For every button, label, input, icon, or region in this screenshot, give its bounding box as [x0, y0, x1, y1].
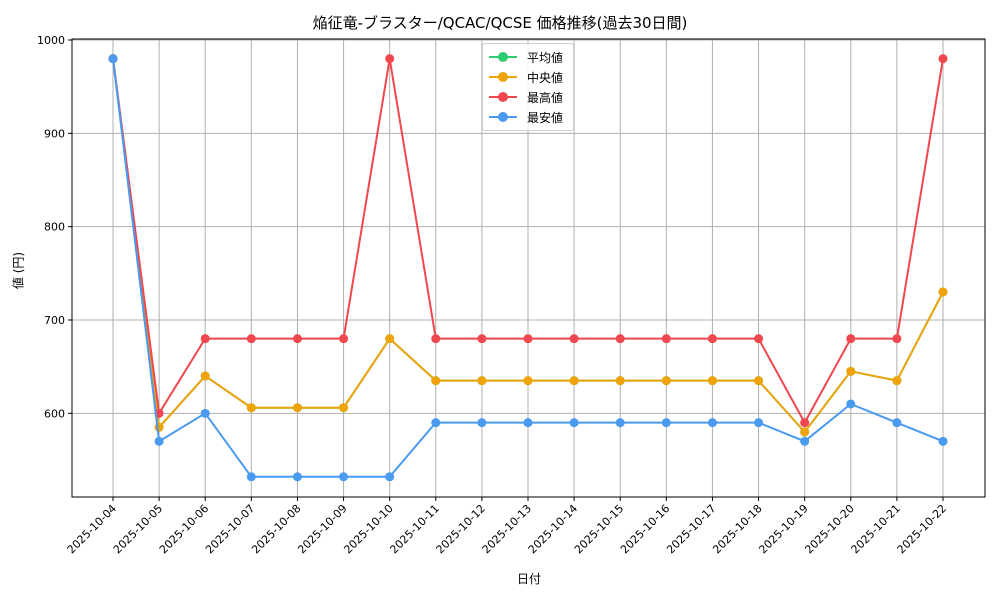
y-tick-label: 900 [44, 127, 65, 140]
legend: 平均値中央値最高値最安値 [482, 43, 574, 131]
legend-item: 最安値 [483, 107, 573, 127]
data-point [938, 436, 948, 446]
x-axis-label: 日付 [516, 572, 541, 586]
data-point [477, 334, 487, 344]
legend-label: 中央値 [527, 70, 564, 85]
data-point [292, 403, 302, 413]
data-point [707, 376, 717, 386]
data-point [707, 418, 717, 428]
data-point [615, 376, 625, 386]
legend-label: 最高値 [527, 90, 564, 105]
data-point [108, 54, 118, 64]
data-point [615, 418, 625, 428]
data-point [385, 54, 395, 64]
data-point [431, 376, 441, 386]
data-point [754, 334, 764, 344]
data-point [800, 436, 810, 446]
data-point [800, 418, 810, 428]
data-point [431, 334, 441, 344]
chart-title: 焔征竜-ブラスター/QCAC/QCSE 価格推移(過去30日間) [312, 14, 688, 32]
legend-label: 最安値 [527, 110, 564, 125]
data-point [339, 403, 349, 413]
data-point [754, 376, 764, 386]
data-point [569, 376, 579, 386]
legend-marker-icon [489, 92, 517, 102]
data-point [339, 334, 349, 344]
data-point [892, 418, 902, 428]
y-tick-label: 1000 [37, 34, 65, 47]
data-point [246, 472, 256, 482]
data-point [246, 334, 256, 344]
data-point [477, 376, 487, 386]
data-point [569, 334, 579, 344]
data-point [385, 334, 395, 344]
legend-marker-icon [489, 112, 517, 122]
data-point [200, 408, 210, 418]
data-point [200, 334, 210, 344]
data-point [339, 472, 349, 482]
data-point [938, 287, 948, 297]
data-point [523, 418, 533, 428]
legend-item: 最高値 [483, 87, 573, 107]
data-point [385, 472, 395, 482]
data-point [431, 418, 441, 428]
y-tick-label: 800 [44, 221, 65, 234]
legend-item: 平均値 [483, 47, 573, 67]
data-point [292, 472, 302, 482]
data-point [569, 418, 579, 428]
data-point [754, 418, 764, 428]
legend-label: 平均値 [527, 50, 564, 65]
legend-marker-icon [489, 52, 517, 62]
y-tick-label: 600 [44, 407, 65, 420]
data-point [661, 376, 671, 386]
data-point [938, 54, 948, 64]
x-tick-label: 2025-10-22 [895, 502, 949, 556]
data-point [615, 334, 625, 344]
data-point [523, 376, 533, 386]
data-point [846, 334, 856, 344]
data-point [154, 422, 164, 432]
data-point [892, 376, 902, 386]
data-point [661, 418, 671, 428]
data-point [800, 427, 810, 437]
data-point [200, 371, 210, 381]
data-point [246, 403, 256, 413]
data-point [154, 436, 164, 446]
data-point [846, 399, 856, 409]
data-point [846, 366, 856, 376]
data-point [292, 334, 302, 344]
y-axis-label: 値 (円) [11, 251, 26, 290]
legend-item: 中央値 [483, 67, 573, 87]
y-tick-label: 700 [44, 314, 65, 327]
data-point [892, 334, 902, 344]
data-point [661, 334, 671, 344]
legend-marker-icon [489, 72, 517, 82]
data-point [523, 334, 533, 344]
data-point [477, 418, 487, 428]
data-point [707, 334, 717, 344]
